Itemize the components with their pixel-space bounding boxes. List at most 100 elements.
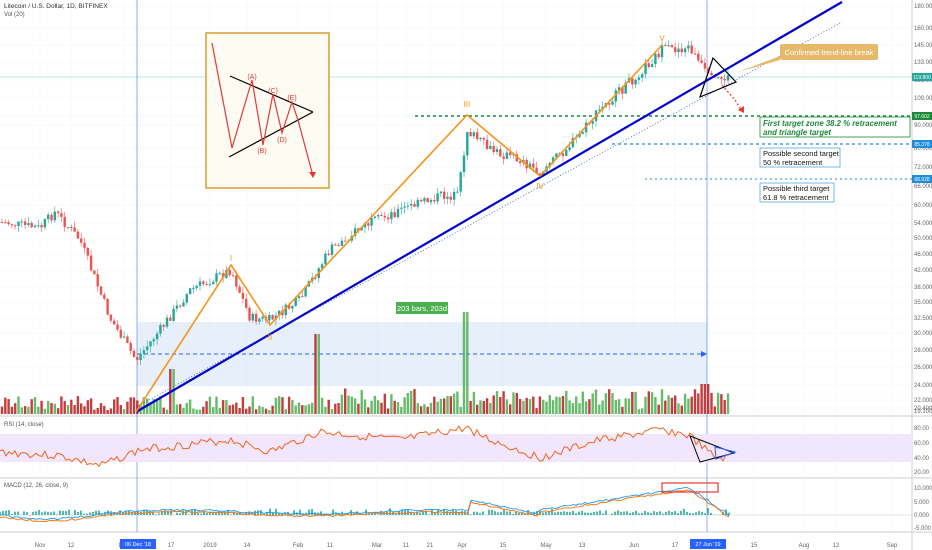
candle-body [390,212,393,220]
rsi-band [0,434,912,462]
candle-body [215,273,218,282]
volume-bar [489,402,492,414]
candle-body [509,152,512,156]
volume-bar [608,389,611,414]
volume-bar [700,384,703,414]
candle-body [581,132,584,134]
macd-hist [248,511,250,515]
time-axis[interactable]: Nov12Dec17201914Feb11Mar1121Apr15May13Ju… [35,543,898,549]
candle-body [179,305,182,307]
candle-body [175,305,179,309]
candle-body [650,64,654,68]
macd-hist [308,509,310,515]
macd-hist [380,510,382,515]
time-tick: 21 [427,543,434,549]
volume-bar [433,396,436,414]
candle-body [644,63,647,75]
macd-hist [311,508,313,515]
date-badge-start: 06 Dec '18 [120,539,156,549]
macd-hist [281,513,283,515]
volume-bar [449,396,452,414]
candle-body [515,154,518,162]
volume-bar [264,408,268,414]
volume-bar [604,393,608,414]
volume-bar [588,399,591,414]
volume-bar [687,398,690,414]
volume-bar [297,402,301,414]
volume-bar [33,397,37,414]
candle-body [43,219,47,228]
inner-trendline [135,21,843,408]
volume-bar [601,400,604,414]
candle-body [284,304,287,316]
price-tick: 28.000 [914,348,932,354]
macd-highlight [661,482,719,493]
macd-hist [230,514,232,515]
volume-bar [555,396,558,414]
price-tick: 38.000 [914,285,932,291]
volume-bar [591,393,594,414]
macd-hist [218,511,220,515]
symbol-title: Litecoin / U.S. Dollar, 1D, BITFINEX [4,3,108,10]
volume-label: Vol (20) [4,12,25,18]
volume-bar [307,404,311,414]
macd-hist [29,515,31,516]
volume-bar [113,399,116,414]
range-label-box [396,302,448,314]
volume-bar [370,400,373,414]
candle-body [146,346,149,351]
candle-body [142,350,146,354]
candle-body [50,214,53,221]
macd-tick: -5.000 [914,526,932,532]
macd-hist [185,511,187,515]
volume-bar [568,400,571,414]
candle-body [479,137,482,140]
volume-bar [406,392,410,414]
candle-body [165,317,169,327]
volume-bar [690,396,693,414]
candle-body [113,320,116,325]
volume-bar [571,403,575,414]
candle-body [380,215,383,217]
macd-hist [545,512,547,515]
candle-body [419,199,423,202]
candle-body [383,215,386,218]
time-tick: Feb [293,543,304,549]
candle-body [608,102,611,105]
volume-bar [274,397,278,414]
candle-body [571,137,575,148]
macd-hist [650,512,652,515]
price-axis[interactable]: 180.000160.000145.000133.000121.000109.0… [914,4,932,415]
candle-body [132,350,136,358]
macd-hist [206,513,208,515]
macd-hist [518,512,520,515]
price-tick: 145.000 [914,43,932,49]
macd-hist [176,512,178,515]
macd-hist [680,510,682,515]
macd-hist [83,513,85,515]
volume-bar [545,401,548,414]
candle-body [271,314,274,320]
candle-body [489,145,492,150]
volume-bar [535,408,538,414]
macd-tick: 0.000 [914,513,930,519]
time-tick: Aug [799,543,810,549]
wave-label-5: V [659,34,665,43]
volume-bars [0,312,730,414]
volume-bar [228,405,231,414]
candle-body [377,215,380,217]
candle-body [677,48,680,53]
svg-text:Possible second target: Possible second target [763,149,840,158]
candle-body [294,298,297,307]
volume-bar [231,404,235,414]
macd-hist [629,512,631,515]
macd-hist [119,510,121,515]
macd-hist [209,511,211,515]
candle-body [10,224,14,226]
macd-hist [95,510,97,515]
price-tick: 32.500 [914,316,932,322]
range-label: 203 bars, 203d [397,304,447,313]
volume-bar [647,391,650,414]
